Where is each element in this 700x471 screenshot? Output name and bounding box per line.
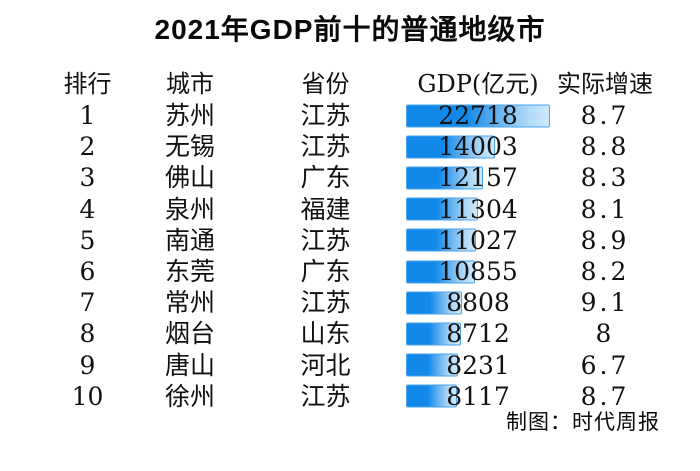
table-row: 4 泉州 福建 11304 8.1 xyxy=(40,194,660,225)
header-city: 城市 xyxy=(166,70,214,98)
gdp-value: 8117 xyxy=(446,381,510,411)
header-gdp: GDP(亿元) xyxy=(417,70,539,98)
gdp-bar xyxy=(406,166,484,190)
city-cell: 南通 xyxy=(164,225,215,255)
city-cell: 无锡 xyxy=(164,132,215,162)
city-cell: 苏州 xyxy=(164,101,215,131)
province-cell: 江苏 xyxy=(300,381,351,411)
gdp-cell: 11027 xyxy=(406,225,550,256)
province-cell: 广东 xyxy=(300,163,351,193)
city-cell: 泉州 xyxy=(164,194,215,224)
header-province: 省份 xyxy=(301,70,350,98)
table-row: 7 常州 江苏 8808 9.1 xyxy=(40,287,660,318)
city-cell: 常州 xyxy=(164,288,215,318)
gdp-bar xyxy=(406,291,462,315)
gdp-cell: 12157 xyxy=(406,162,550,193)
gdp-value: 22718 xyxy=(438,101,518,130)
growth-cell: 6.7 xyxy=(580,350,630,380)
gdp-bar xyxy=(406,384,458,408)
province-cell: 广东 xyxy=(300,257,351,287)
growth-cell: 8.7 xyxy=(580,101,630,131)
province-cell: 河北 xyxy=(300,350,351,380)
province-cell: 江苏 xyxy=(300,101,351,131)
header-growth: 实际增速 xyxy=(557,70,653,98)
province-cell: 山东 xyxy=(300,319,351,349)
table-row: 5 南通 江苏 11027 8.9 xyxy=(40,225,660,256)
table-row: 6 东莞 广东 10855 8.2 xyxy=(40,256,660,287)
rank-cell: 10 xyxy=(71,381,104,411)
gdp-value: 8231 xyxy=(446,350,510,380)
province-cell: 福建 xyxy=(300,194,351,224)
province-cell: 江苏 xyxy=(300,225,351,255)
table-row: 10 徐州 江苏 8117 8.7 xyxy=(40,381,660,412)
gdp-cell: 11304 xyxy=(406,194,550,225)
rank-cell: 4 xyxy=(79,194,96,224)
growth-cell: 8.7 xyxy=(580,381,630,411)
gdp-bar xyxy=(406,260,475,284)
gdp-value: 14003 xyxy=(438,132,518,162)
rank-cell: 2 xyxy=(79,132,96,162)
growth-cell: 8.2 xyxy=(580,257,630,287)
gdp-value: 11304 xyxy=(438,194,518,224)
growth-cell: 8.9 xyxy=(580,225,630,255)
table-row: 8 烟台 山东 8712 8 xyxy=(40,318,660,349)
credit-text: 制图：时代周报 xyxy=(506,410,660,434)
gdp-cell: 8712 xyxy=(406,318,550,349)
table-header-row: 排行 城市 省份 GDP(亿元) 实际增速 xyxy=(40,69,660,100)
gdp-value: 8808 xyxy=(446,288,510,318)
rank-cell: 8 xyxy=(79,319,96,349)
city-cell: 徐州 xyxy=(164,381,215,411)
province-cell: 江苏 xyxy=(300,132,351,162)
table-row: 3 佛山 广东 12157 8.3 xyxy=(40,162,660,193)
rank-cell: 9 xyxy=(79,350,96,380)
gdp-cell: 8231 xyxy=(406,350,550,381)
province-cell: 江苏 xyxy=(300,288,351,318)
gdp-value: 11027 xyxy=(438,225,518,255)
growth-cell: 8.3 xyxy=(580,163,630,193)
gdp-bar xyxy=(406,104,550,128)
growth-cell: 8.1 xyxy=(580,194,630,224)
table-row: 1 苏州 江苏 22718 8.7 xyxy=(40,100,660,131)
gdp-cell: 14003 xyxy=(406,131,550,162)
gdp-cell: 8808 xyxy=(406,287,550,318)
gdp-table: 排行 城市 省份 GDP(亿元) 实际增速 1 苏州 江苏 22718 8.7 … xyxy=(40,69,660,412)
rank-cell: 7 xyxy=(79,288,96,318)
table-row: 9 唐山 河北 8231 6.7 xyxy=(40,350,660,381)
city-cell: 东莞 xyxy=(164,257,215,287)
growth-cell: 9.1 xyxy=(580,288,630,318)
growth-cell: 8 xyxy=(595,319,615,349)
table-row: 2 无锡 江苏 14003 8.8 xyxy=(40,131,660,162)
gdp-bar xyxy=(406,322,462,346)
header-rank: 排行 xyxy=(63,70,112,98)
gdp-bar xyxy=(406,228,476,252)
rank-cell: 5 xyxy=(79,225,96,255)
rank-cell: 1 xyxy=(79,101,96,131)
rank-cell: 6 xyxy=(79,257,96,287)
city-cell: 佛山 xyxy=(164,163,215,193)
gdp-value: 10855 xyxy=(438,256,518,286)
gdp-bar xyxy=(406,135,495,159)
gdp-cell: 8117 xyxy=(406,381,550,412)
city-cell: 唐山 xyxy=(164,350,215,380)
gdp-value: 12157 xyxy=(438,163,518,193)
rank-cell: 3 xyxy=(79,163,96,193)
growth-cell: 8.8 xyxy=(580,132,630,162)
gdp-bar xyxy=(406,197,478,221)
gdp-bar xyxy=(406,353,459,377)
gdp-cell: 22718 xyxy=(406,100,550,131)
chart-title: 2021年GDP前十的普通地级市 xyxy=(154,14,546,45)
city-cell: 烟台 xyxy=(164,319,215,349)
gdp-cell: 10855 xyxy=(406,256,550,287)
gdp-value: 8712 xyxy=(446,319,510,349)
